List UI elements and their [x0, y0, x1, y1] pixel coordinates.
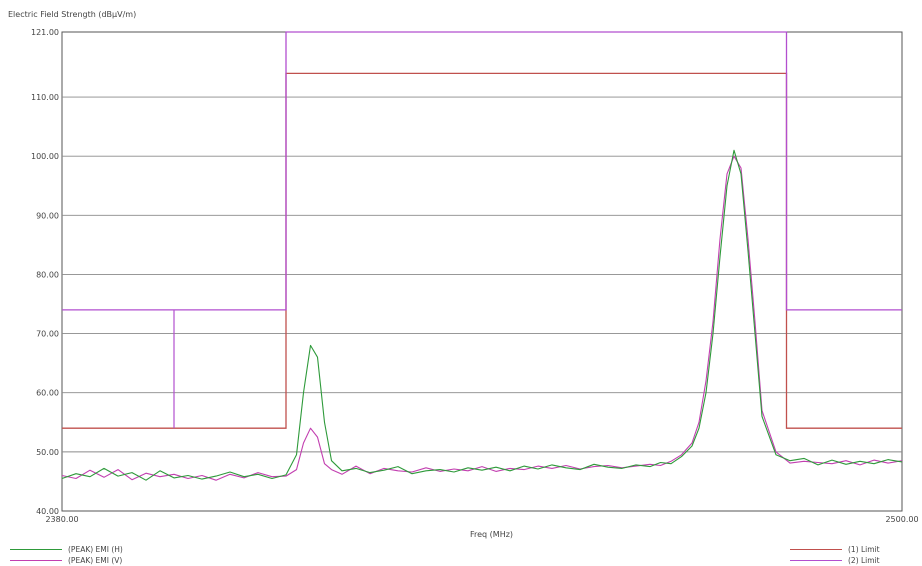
y-tick-label: 80.00	[36, 270, 59, 279]
legend-label-limit-1: (1) Limit	[848, 545, 880, 554]
legend-item-emi-h: (PEAK) EMI (H)	[10, 545, 123, 554]
y-tick-label: 60.00	[36, 389, 59, 398]
legend-label-emi-h: (PEAK) EMI (H)	[68, 545, 123, 554]
limit-line-1	[62, 72, 902, 429]
legend-item-limit-2: (2) Limit	[790, 556, 880, 565]
legend-swatch-limit-2	[790, 560, 842, 561]
y-tick-label: 121.00	[31, 28, 59, 37]
series-line-emi-h	[61, 149, 903, 481]
legend-swatch-emi-v	[10, 560, 62, 561]
y-axis-label: Electric Field Strength (dBμV/m)	[8, 10, 137, 19]
limit-line-2	[62, 31, 902, 311]
y-tick-label: 40.00	[36, 507, 59, 516]
legend-swatch-limit-1	[790, 549, 842, 550]
legend-swatch-emi-h	[10, 549, 62, 550]
x-tick-label: 2500.00	[885, 515, 918, 524]
y-tick-label: 90.00	[36, 211, 59, 220]
legend-label-limit-2: (2) Limit	[848, 556, 880, 565]
y-tick-label: 100.00	[31, 152, 59, 161]
legend-item-limit-1: (1) Limit	[790, 545, 880, 554]
legend-item-emi-v: (PEAK) EMI (V)	[10, 556, 122, 565]
y-tick-label: 70.00	[36, 330, 59, 339]
x-axis-label: Freq (MHz)	[470, 530, 514, 539]
y-tick-label: 50.00	[36, 448, 59, 457]
y-tick-label: 110.00	[31, 93, 59, 102]
legend-label-emi-v: (PEAK) EMI (V)	[68, 556, 123, 565]
plot-area	[61, 31, 903, 512]
x-tick-label: 2380.00	[45, 515, 78, 524]
series-line-emi-v	[61, 155, 903, 481]
